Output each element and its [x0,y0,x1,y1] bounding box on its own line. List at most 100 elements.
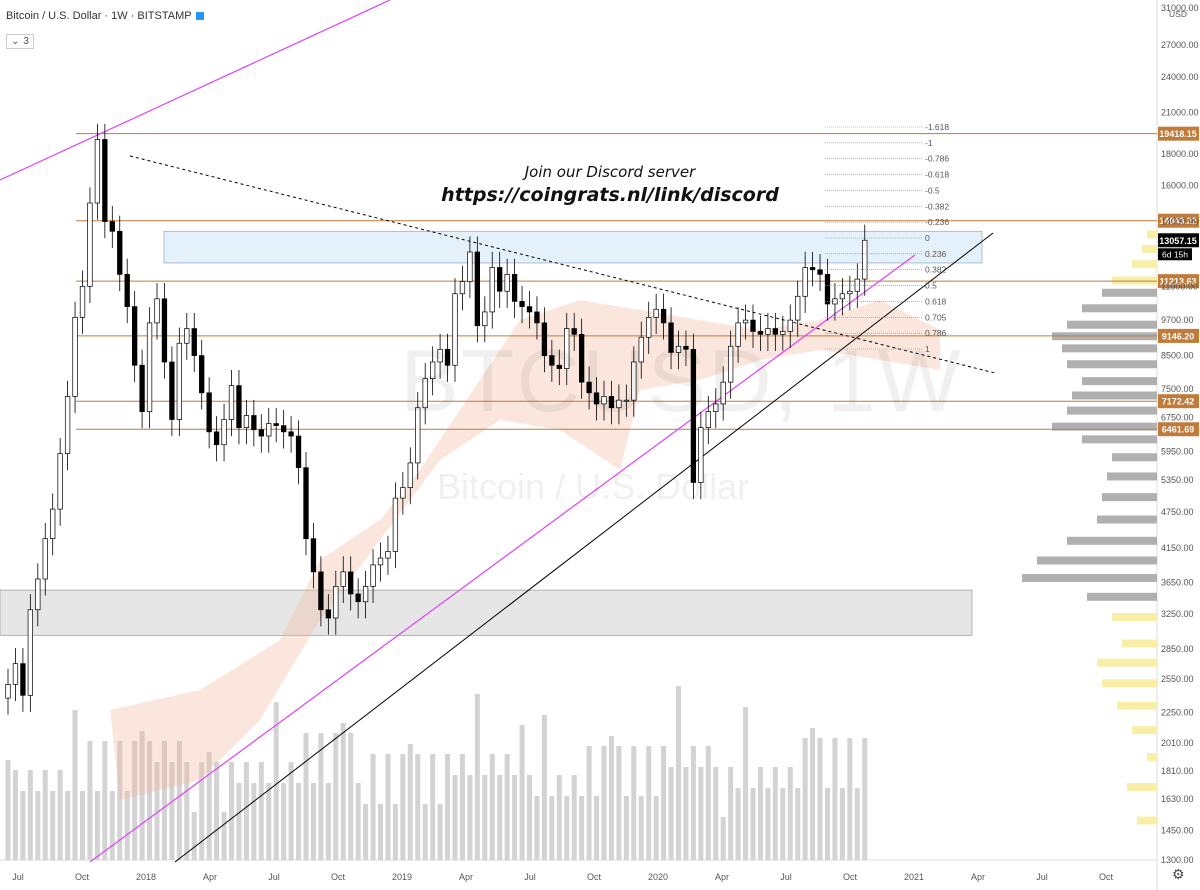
candle [787,319,793,332]
fib-label: -0.382 [925,201,949,211]
volume-bar [549,796,555,860]
volume-bar [534,796,540,860]
candle [757,331,764,335]
y-tick-label: 4750.00 [1161,507,1194,517]
volume-bar [251,783,257,860]
volume-bar [169,762,175,860]
volume-bar [832,738,838,860]
candle [854,278,860,292]
price-badge-label: 6461.69 [1162,425,1195,435]
candle [608,396,615,409]
candle [489,267,495,313]
candle [690,348,697,483]
volume-profile-bar [1037,556,1157,565]
volume-bar [765,788,771,860]
fib-label: 0.786 [925,328,947,338]
volume-bar [817,738,823,860]
candle [87,202,93,287]
indicator-count: 3 [23,36,29,47]
flag-icon[interactable] [195,12,204,21]
candle [400,487,406,499]
volume-bar [847,738,853,860]
x-tick-label: Oct [331,872,346,882]
volume-profile-bar [1052,422,1157,431]
candle [705,411,711,429]
volume-bar [445,754,451,860]
indicator-toggle[interactable]: ⌄ 3 [6,34,34,49]
volume-bar [80,791,85,860]
fib-label: 0.705 [925,312,947,322]
volume-bars [5,686,868,860]
candle [12,663,19,685]
candle [64,396,71,455]
volume-profile-bar [1132,260,1157,269]
y-tick-label: 2550.00 [1161,674,1194,684]
promo-link[interactable]: https://coingrats.nl/link/discord [441,184,779,206]
x-tick-label: Apr [203,872,217,882]
candle [392,497,399,552]
candle [221,419,227,446]
volume-bar [27,770,33,860]
volume-bar [787,767,793,860]
x-tick-label: Apr [715,872,729,882]
candle [362,586,369,603]
volume-bar [661,746,667,860]
candle [295,435,302,469]
volume-bar [608,736,614,860]
price-badge-bg [1158,328,1199,343]
candle [199,355,205,394]
volume-bar [422,804,428,860]
volume-bar [333,733,339,860]
candle [191,328,197,356]
volume-bar [385,754,391,860]
volume-profile-bar [1112,276,1157,285]
volume-bar [489,754,495,860]
candle [601,396,607,405]
x-tick-label: 2018 [136,872,156,882]
volume-bar [757,767,763,860]
candle [534,311,540,324]
ichimoku-cloud [110,300,940,800]
volume-bar [266,783,272,860]
y-tick-label: 24000.00 [1161,72,1199,82]
candle [623,399,629,402]
volume-bar [594,796,600,860]
volume-bar [147,741,153,860]
fibonacci: -1.618 -1 -0.786 -0.618 -0.5 -0.382 -0.236 0 0.2… [825,122,949,354]
volume-bar [750,788,756,860]
volume-profile-bar [1072,391,1157,400]
candle [638,336,644,363]
volume-bar [288,762,294,860]
fib-label: 0.382 [925,265,947,275]
candle [564,328,570,369]
volume-bar [236,783,242,860]
candle [310,538,317,573]
candle [519,301,525,307]
price-badge-label: 19418.15 [1159,129,1197,139]
volume-profile-bar [1132,726,1157,735]
volume-bar [340,723,346,860]
price-badge-bg [1158,394,1199,409]
candle [727,345,734,383]
volume-bar [273,702,279,860]
fib-label: -0.236 [925,217,949,227]
volume-profile-bar [1137,816,1157,825]
currency-label: USD [1169,9,1187,19]
candle [273,423,279,426]
volume-bar [325,783,331,860]
volume-bar [20,791,26,860]
volume-bar [452,775,458,860]
y-tick-label: 27000.00 [1161,40,1199,50]
x-tick-label: 2020 [648,872,668,882]
candle [504,274,510,292]
price-badge-label: 7172.42 [1162,397,1195,407]
volume-bar [117,741,123,860]
fib-label: 0.618 [925,296,947,306]
candle [862,239,868,280]
gear-icon[interactable]: ⚙ [1172,866,1185,882]
candle [206,392,212,433]
volume-bar [504,754,510,860]
candle [511,274,518,302]
candle [266,423,272,437]
